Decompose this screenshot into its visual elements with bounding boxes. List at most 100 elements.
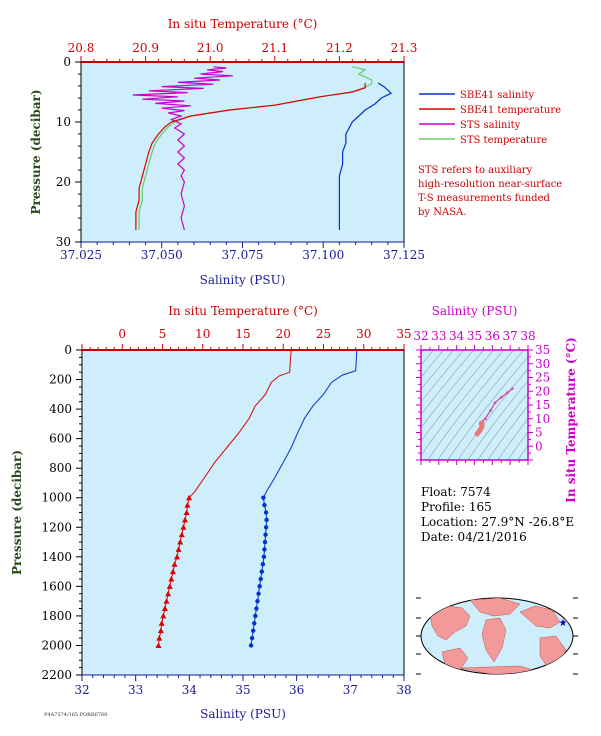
temperature-marker <box>184 502 191 508</box>
pressure-tick-label: 20 <box>56 175 71 189</box>
temperature-marker <box>177 539 184 545</box>
ts-point <box>506 391 509 394</box>
ts-salinity-tick-label: 34 <box>449 329 465 343</box>
pressure-tick-label: 200 <box>49 373 72 387</box>
full-profile-chart: 0 5 10 15 20 25 30 35 In situ Temperature (°C) 32… <box>10 304 412 721</box>
continent <box>519 605 561 629</box>
salinity-marker <box>249 635 255 641</box>
density-contours <box>421 350 528 460</box>
salinity-tick-label: 37.125 <box>383 248 425 262</box>
legend-note-line: T-S measurements funded <box>418 193 550 204</box>
temperature-marker <box>157 627 164 634</box>
salinity-marker <box>263 532 268 537</box>
salinity-tick-label: 33 <box>128 683 143 697</box>
temperature-axis-title: In situ Temperature (°C) <box>168 17 318 31</box>
salinity-marker <box>255 598 260 604</box>
density-contour <box>437 350 525 460</box>
temperature-marker <box>168 575 175 582</box>
temperature-marker <box>161 605 168 612</box>
temperature-marker <box>166 583 173 589</box>
pressure-tick-label: 10 <box>56 115 71 129</box>
salinity-marker <box>263 510 269 515</box>
pressure-tick-label: 0 <box>64 343 72 357</box>
ts-plot-area <box>421 350 528 460</box>
pressure-tick-label: 2200 <box>41 668 72 682</box>
salinity-marker <box>263 525 269 530</box>
plot-area <box>81 62 404 242</box>
ts-temperature-tick-label: 20 <box>535 384 550 398</box>
temperature-marker <box>160 612 167 619</box>
ts-temperature-tick-label: 0 <box>535 439 543 453</box>
temperature-marker <box>171 561 178 567</box>
temperature-tick-label: 15 <box>235 327 250 341</box>
pressure-tick-label: 1000 <box>41 491 72 505</box>
ts-salinity-tick-label: 33 <box>431 329 446 343</box>
temperature-tick-label: 21.0 <box>197 41 224 55</box>
density-contour <box>421 350 475 416</box>
density-contour <box>447 356 528 460</box>
temperature-tick-label: 20.8 <box>68 41 95 55</box>
legend-label: SBE41 temperature <box>460 105 561 116</box>
pressure-axis-title: Pressure (decibar) <box>29 89 43 214</box>
temperature-tick-label: 25 <box>316 327 331 341</box>
series-line-sts-salinity <box>132 66 233 231</box>
ts-salinity-tick-label: 35 <box>467 329 482 343</box>
salinity-marker <box>250 628 256 633</box>
ts-temperature-tick-label: 10 <box>535 412 550 426</box>
salinity-tick-label: 34 <box>182 683 198 697</box>
pressure-tick-label: 1600 <box>41 579 72 593</box>
profile-number: Profile: 165 <box>421 500 492 514</box>
footer-code: P4A7574/165 PORB6768 <box>44 712 107 718</box>
near-surface-chart: 20.8 20.9 21.0 21.1 21.2 21.3 In situ Temperat… <box>29 17 425 287</box>
density-contour <box>487 405 528 460</box>
density-contour <box>497 418 528 460</box>
density-contour <box>421 350 495 442</box>
temperature-tick-label: 21.3 <box>391 41 418 55</box>
legend-note-line: by NASA. <box>418 207 466 218</box>
salinity-marker <box>264 517 269 523</box>
density-contour <box>507 431 528 460</box>
temperature-marker <box>155 642 162 648</box>
pressure-axis-title: Pressure (decibar) <box>10 450 24 575</box>
temperature-marker <box>175 546 182 552</box>
float-id: Float: 7574 <box>421 485 491 499</box>
pressure-tick-label: 0 <box>63 55 71 69</box>
ts-temperature-axis-title: In situ Temperature (°C) <box>564 337 578 503</box>
continent <box>481 617 507 663</box>
salinity-marker <box>262 502 267 508</box>
pressure-tick-label: 400 <box>49 402 72 416</box>
salinity-marker <box>262 539 268 545</box>
temperature-tick-label: 35 <box>396 327 411 341</box>
salinity-marker <box>261 495 266 500</box>
series-line-sbe41-salinity <box>250 349 358 646</box>
salinity-axis-title: Salinity (PSU) <box>200 273 286 287</box>
temperature-marker <box>182 516 189 523</box>
temperature-tick-label: 21.2 <box>326 41 353 55</box>
salinity-marker <box>257 584 262 589</box>
plot-area <box>82 350 404 675</box>
ts-point <box>511 387 514 390</box>
pressure-tick-label: 2000 <box>41 638 72 652</box>
series-line-sbe41-temperature <box>158 349 292 646</box>
temperature-tick-label: 0 <box>118 327 126 341</box>
series-line-sbe41-temperature <box>135 83 366 230</box>
density-contour <box>457 368 528 460</box>
ts-salinity-tick-label: 32 <box>413 329 428 343</box>
legend-note-line: high-resolution near-surface <box>418 179 562 190</box>
density-contour <box>527 459 528 460</box>
salinity-marker <box>252 621 257 626</box>
salinity-tick-label: 37.050 <box>141 248 183 262</box>
density-contour <box>517 444 528 460</box>
series-line-sbe41-salinity <box>338 82 393 230</box>
ts-salinity-tick-label: 38 <box>520 329 535 343</box>
date: Date: 04/21/2016 <box>421 530 527 544</box>
float-location-marker: ★ <box>559 618 568 629</box>
ts-temperature-tick-label: 35 <box>535 343 550 357</box>
ts-temperature-tick-label: 5 <box>535 426 543 440</box>
legend-label: STS salinity <box>460 120 521 131</box>
salinity-tick-label: 37.025 <box>60 248 102 262</box>
salinity-tick-label: 32 <box>74 683 89 697</box>
salinity-marker <box>253 613 258 619</box>
salinity-tick-label: 35 <box>235 683 250 697</box>
temperature-marker <box>173 553 180 560</box>
